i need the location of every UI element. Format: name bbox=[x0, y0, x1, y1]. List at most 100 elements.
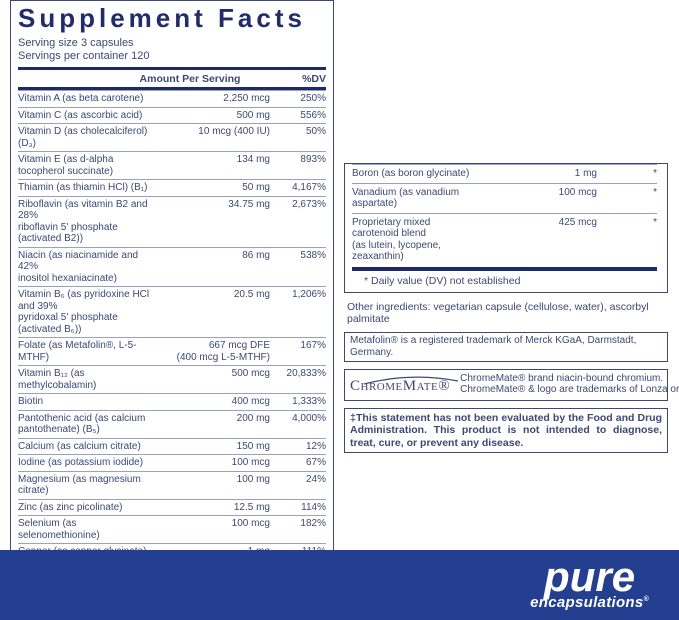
fda-disclaimer-box: ‡This statement has not been evaluated b… bbox=[344, 407, 668, 453]
nutrient-dv: 4,167% bbox=[292, 182, 326, 193]
divider-thick bbox=[352, 266, 657, 271]
chromemate-trademark-text: ChromeMate® brand niacin-bound chromium.… bbox=[460, 373, 679, 396]
trace-mineral-rows: Boron (as boron glycinate) 1 mg * Vanadi… bbox=[352, 164, 657, 266]
chromemate-logo-text: ChromeMate® bbox=[350, 378, 451, 394]
nutrient-row: Niacin (as niacinamide and 42% inositol … bbox=[18, 246, 326, 287]
nutrient-dv: 114% bbox=[301, 501, 326, 513]
amount-per-serving-header: Amount Per Serving bbox=[139, 73, 241, 85]
nutrient-name: Zinc (as zinc picolinate) bbox=[18, 501, 123, 513]
nutrient-amount: 425 mcg bbox=[558, 216, 597, 228]
serving-size: Serving size 3 capsules bbox=[18, 37, 134, 49]
nutrient-amount: 2,250 mcg bbox=[223, 93, 270, 104]
nutrient-name: Vanadium (as vanadium aspartate) bbox=[352, 186, 460, 210]
nutrient-name: Biotin bbox=[18, 396, 44, 407]
chromemate-swoosh-icon bbox=[363, 376, 459, 385]
nutrient-dv: 24% bbox=[305, 473, 326, 485]
nutrient-row: Vitamin E (as d-alpha tocopherol succina… bbox=[18, 151, 326, 179]
nutrient-dv: 893% bbox=[300, 154, 326, 165]
nutrient-row: Vitamin A (as beta carotene) 2,250 mcg 2… bbox=[18, 90, 326, 107]
fda-disclaimer-text: ‡This statement has not been evaluated b… bbox=[350, 411, 662, 449]
chromemate-line-2: ChromeMate® & logo are trademarks of Lon… bbox=[460, 384, 679, 395]
brand-footer-bar: pure encapsulations® bbox=[0, 550, 679, 620]
nutrient-row: Calcium (as calcium citrate) 150 mg 12% bbox=[18, 437, 326, 455]
nutrient-row: Vitamin B₆ (as pyridoxine HCl and 39% py… bbox=[18, 286, 326, 337]
metafolin-trademark-text: Metafolin® is a registered trademark of … bbox=[350, 334, 637, 358]
nutrient-name: Boron (as boron glycinate) bbox=[352, 168, 470, 179]
nutrient-name: Vitamin E (as d-alpha tocopherol succina… bbox=[18, 154, 114, 177]
nutrient-amount: 12.5 mg bbox=[233, 501, 270, 513]
nutrient-dv: 538% bbox=[300, 249, 326, 261]
chromemate-note-box: ChromeMate® ChromeMate® brand niacin-bou… bbox=[344, 368, 679, 401]
nutrient-amount: 10 mcg (400 IU) bbox=[198, 126, 270, 137]
nutrient-name: Folate (as Metafolin®, L-5-MTHF) bbox=[18, 340, 137, 363]
nutrient-amount: 1 mg bbox=[574, 168, 597, 179]
nutrient-row: Selenium (as selenomethionine) 100 mcg 1… bbox=[18, 515, 326, 543]
dv-header: %DV bbox=[302, 73, 326, 85]
nutrient-amount: 134 mg bbox=[236, 154, 270, 165]
nutrient-name: Magnesium (as magnesium citrate) bbox=[18, 473, 141, 497]
chromemate-line-1: ChromeMate® brand niacin-bound chromium. bbox=[460, 372, 664, 384]
nutrient-dv: * bbox=[653, 216, 657, 228]
nutrient-amount: 150 mg bbox=[236, 440, 270, 452]
nutrient-rows: Vitamin A (as beta carotene) 2,250 mcg 2… bbox=[18, 90, 326, 620]
nutrient-name: Vitamin B₁₂ (as methylcobalamin) bbox=[18, 368, 97, 391]
nutrient-amount: 100 mcg bbox=[231, 518, 270, 529]
nutrient-row: Vitamin D (as cholecalciferol) (D₃) 10 m… bbox=[18, 123, 326, 151]
nutrient-dv: 182% bbox=[300, 518, 326, 529]
column-header-spacer bbox=[18, 73, 106, 85]
nutrient-name: Selenium (as selenomethionine) bbox=[18, 518, 100, 541]
nutrient-row: Folate (as Metafolin®, L-5-MTHF) 667 mcg… bbox=[18, 337, 326, 365]
nutrient-row: Pantothenic acid (as calcium pantothenat… bbox=[18, 409, 326, 438]
nutrient-dv: * bbox=[653, 168, 657, 179]
servings-per-container: Servings per container 120 bbox=[18, 50, 150, 62]
nutrient-amount: 500 mcg bbox=[231, 368, 270, 379]
nutrient-amount: 100 mcg bbox=[558, 186, 597, 198]
side-column: Boron (as boron glycinate) 1 mg * Vanadi… bbox=[344, 163, 679, 453]
nutrient-dv: 2,673% bbox=[292, 198, 326, 210]
supplement-facts-panel: Supplement Facts Serving size 3 capsules… bbox=[10, 0, 334, 620]
nutrient-amount: 50 mg bbox=[242, 182, 270, 193]
nutrient-row: Iodine (as potassium iodide) 100 mcg 67% bbox=[18, 454, 326, 471]
nutrient-amount: 20.5 mg bbox=[233, 289, 270, 300]
nutrient-dv: 250% bbox=[300, 93, 326, 104]
nutrient-row: Vitamin B₁₂ (as methylcobalamin) 500 mcg… bbox=[18, 365, 326, 393]
divider-thick bbox=[18, 67, 326, 70]
nutrient-name: Vitamin B₆ (as pyridoxine HCl and 39% py… bbox=[18, 289, 150, 335]
nutrient-row: Biotin 400 mcg 1,333% bbox=[18, 393, 326, 410]
other-ingredients-text: Other ingredients: vegetarian capsule (c… bbox=[347, 300, 649, 325]
nutrient-name: Pantothenic acid (as calcium pantothenat… bbox=[18, 412, 146, 436]
brand-encapsulations-text: encapsulations bbox=[530, 594, 644, 611]
nutrient-name: Vitamin A (as beta carotene) bbox=[18, 93, 144, 104]
trace-minerals-panel: Boron (as boron glycinate) 1 mg * Vanadi… bbox=[344, 163, 668, 293]
nutrient-name: Proprietary mixed carotenoid blend (as l… bbox=[352, 216, 441, 263]
nutrient-row: Vitamin C (as ascorbic acid) 500 mg 556% bbox=[18, 106, 326, 124]
nutrient-dv: * bbox=[653, 186, 657, 198]
nutrient-dv: 1,206% bbox=[292, 289, 326, 300]
dv-footnote: * Daily value (DV) not established bbox=[364, 274, 521, 287]
divider-thick bbox=[18, 87, 326, 90]
nutrient-name: Thiamin (as thiamin HCl) (B₁) bbox=[18, 182, 148, 193]
nutrient-name: Riboflavin (as vitamin B2 and 28% ribofl… bbox=[18, 198, 148, 245]
nutrient-dv: 556% bbox=[300, 109, 326, 121]
nutrient-row: Proprietary mixed carotenoid blend (as l… bbox=[352, 212, 657, 266]
nutrient-amount: 34.75 mg bbox=[228, 198, 270, 210]
column-header-row: Amount Per Serving %DV bbox=[18, 70, 326, 87]
brand-logo: pure encapsulations® bbox=[530, 553, 649, 611]
nutrient-row: Magnesium (as magnesium citrate) 100 mg … bbox=[18, 470, 326, 499]
brand-name-pure: pure bbox=[544, 553, 636, 600]
nutrient-dv: 1,333% bbox=[292, 396, 326, 407]
nutrient-name: Iodine (as potassium iodide) bbox=[18, 457, 144, 468]
nutrient-amount: 667 mcg DFE (400 mcg L-5-MTHF) bbox=[176, 340, 270, 363]
nutrient-dv: 167% bbox=[300, 340, 326, 351]
nutrient-dv: 50% bbox=[305, 126, 326, 137]
nutrient-name: Vitamin C (as ascorbic acid) bbox=[18, 109, 143, 121]
metafolin-note-box: Metafolin® is a registered trademark of … bbox=[344, 331, 668, 362]
nutrient-amount: 200 mg bbox=[236, 412, 270, 424]
page-title: Supplement Facts bbox=[18, 3, 306, 33]
nutrient-dv: 67% bbox=[305, 457, 326, 468]
nutrient-name: Calcium (as calcium citrate) bbox=[18, 440, 141, 452]
chromemate-logo: ChromeMate® bbox=[350, 376, 459, 394]
nutrient-name: Niacin (as niacinamide and 42% inositol … bbox=[18, 249, 139, 284]
nutrient-amount: 100 mg bbox=[236, 473, 270, 485]
